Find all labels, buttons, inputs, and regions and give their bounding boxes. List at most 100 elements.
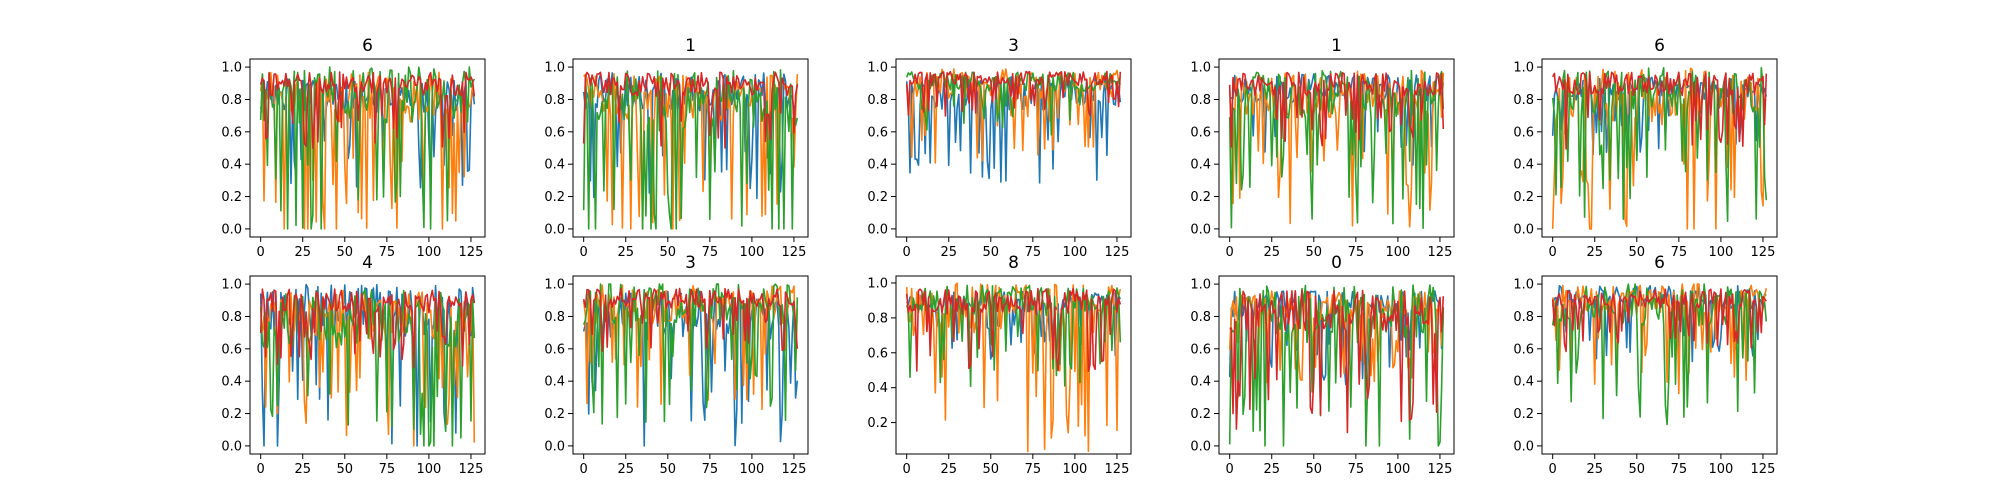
series-group [1551, 67, 1768, 230]
y-tick-label: 1.0 [544, 278, 565, 293]
x-tick-label: 125 [1428, 462, 1453, 477]
y-tick-label: 0.8 [221, 93, 242, 108]
x-tick-label: 50 [1306, 462, 1323, 477]
x-tick-label: 125 [782, 245, 807, 260]
y-tick-label: 0.8 [1190, 93, 1211, 108]
x-tick-label: 0 [1549, 462, 1557, 477]
x-tick-label: 100 [1385, 245, 1410, 260]
subplot-title: 1 [685, 36, 696, 56]
series-line-3 [582, 287, 799, 353]
y-tick-label: 0.2 [867, 416, 888, 431]
x-tick-label: 100 [416, 245, 441, 260]
y-tick-label: 0.6 [544, 342, 565, 357]
x-tick-label: 50 [1306, 245, 1323, 260]
series-group [259, 66, 476, 230]
subplot-title: 3 [685, 253, 696, 273]
x-tick-label: 0 [1226, 245, 1234, 260]
x-tick-label: 0 [257, 462, 265, 477]
x-tick-label: 25 [1586, 245, 1603, 260]
x-tick-label: 75 [1025, 462, 1042, 477]
x-tick-label: 25 [294, 462, 311, 477]
x-tick-label: 0 [257, 245, 265, 260]
y-tick-label: 0.6 [867, 125, 888, 140]
x-tick-label: 125 [1105, 245, 1130, 260]
subplot-1: 1 0 25 50 75 100 125 0.0 0.2 0.4 0.6 0.8 1.0 [544, 36, 809, 260]
x-tick-label: 100 [1708, 245, 1733, 260]
y-tick-label: 0.6 [221, 342, 242, 357]
y-tick-label: 0.2 [1190, 407, 1211, 422]
subplot-title: 6 [362, 36, 373, 56]
x-tick-label: 0 [903, 462, 911, 477]
y-tick-label: 0.6 [544, 125, 565, 140]
series-line-1 [905, 68, 1122, 164]
y-tick-label: 1.0 [221, 61, 242, 76]
y-tick-label: 1.0 [1190, 278, 1211, 293]
y-tick-label: 0.2 [544, 190, 565, 205]
axes-frame [249, 275, 486, 455]
y-tick-label: 0.2 [1513, 190, 1534, 205]
x-tick-label: 50 [337, 245, 354, 260]
x-tick-label: 125 [1751, 245, 1776, 260]
subplot-title: 4 [362, 253, 373, 273]
x-tick-label: 0 [1549, 245, 1557, 260]
x-tick-label: 25 [1586, 462, 1603, 477]
x-tick-label: 125 [1751, 462, 1776, 477]
x-tick-label: 100 [1708, 462, 1733, 477]
y-tick-label: 0.4 [544, 158, 565, 173]
subplot-title: 6 [1654, 36, 1665, 56]
x-tick-label: 50 [660, 245, 677, 260]
axes-frame [572, 275, 809, 455]
y-tick-label: 1.0 [544, 61, 565, 76]
x-tick-label: 75 [1025, 245, 1042, 260]
y-tick-label: 0.0 [1513, 222, 1534, 237]
y-tick-label: 0.4 [1513, 375, 1534, 390]
y-tick-label: 0.6 [1513, 125, 1534, 140]
series-group [905, 282, 1122, 453]
series-group [1551, 283, 1768, 426]
y-tick-label: 0.8 [1513, 310, 1534, 325]
axes-frame [1541, 58, 1778, 238]
x-tick-label: 25 [617, 245, 634, 260]
subplot-title: 0 [1331, 253, 1342, 273]
y-tick-label: 0.0 [221, 439, 242, 454]
x-tick-label: 25 [1263, 245, 1280, 260]
y-tick-label: 1.0 [221, 278, 242, 293]
series-line-3 [905, 287, 1122, 372]
x-tick-label: 100 [416, 462, 441, 477]
x-tick-label: 125 [459, 462, 484, 477]
x-tick-label: 75 [702, 462, 719, 477]
y-tick-label: 0.8 [867, 311, 888, 326]
x-tick-label: 100 [739, 245, 764, 260]
subplot-3: 1 0 25 50 75 100 125 0.0 0.2 0.4 0.6 0.8 1.0 [1190, 36, 1455, 260]
y-tick-label: 0.8 [1513, 93, 1534, 108]
y-tick-label: 0.4 [221, 375, 242, 390]
x-tick-label: 0 [903, 245, 911, 260]
y-tick-label: 0.8 [221, 310, 242, 325]
series-line-2 [1551, 283, 1768, 426]
y-tick-label: 0.0 [1190, 439, 1211, 454]
y-tick-label: 0.0 [221, 222, 242, 237]
subplot-5: 4 0 25 50 75 100 125 0.0 0.2 0.4 0.6 0.8 1.0 [221, 253, 486, 477]
y-tick-label: 1.0 [1513, 278, 1534, 293]
x-tick-label: 75 [1671, 245, 1688, 260]
axes-frame [1541, 275, 1778, 455]
series-line-0 [1229, 73, 1445, 166]
series-group [1228, 284, 1445, 447]
series-line-3 [1228, 71, 1445, 148]
x-tick-label: 25 [940, 245, 957, 260]
x-tick-label: 75 [379, 462, 396, 477]
y-tick-label: 1.0 [867, 61, 888, 76]
y-tick-label: 0.4 [867, 158, 888, 173]
axes-frame [1218, 275, 1455, 455]
y-tick-label: 0.4 [221, 158, 242, 173]
y-tick-label: 1.0 [867, 276, 888, 291]
y-tick-label: 0.4 [1190, 375, 1211, 390]
subplot-9: 6 0 25 50 75 100 125 0.0 0.2 0.4 0.6 0.8 1.0 [1513, 253, 1778, 477]
series-line-1 [1551, 67, 1767, 230]
x-tick-label: 50 [983, 462, 1000, 477]
subplot-6: 3 0 25 50 75 100 125 0.0 0.2 0.4 0.6 0.8 1.0 [544, 253, 809, 477]
series-line-2 [905, 284, 1122, 388]
series-line-3 [1551, 71, 1768, 150]
x-tick-label: 125 [782, 462, 807, 477]
x-tick-label: 100 [1385, 462, 1410, 477]
